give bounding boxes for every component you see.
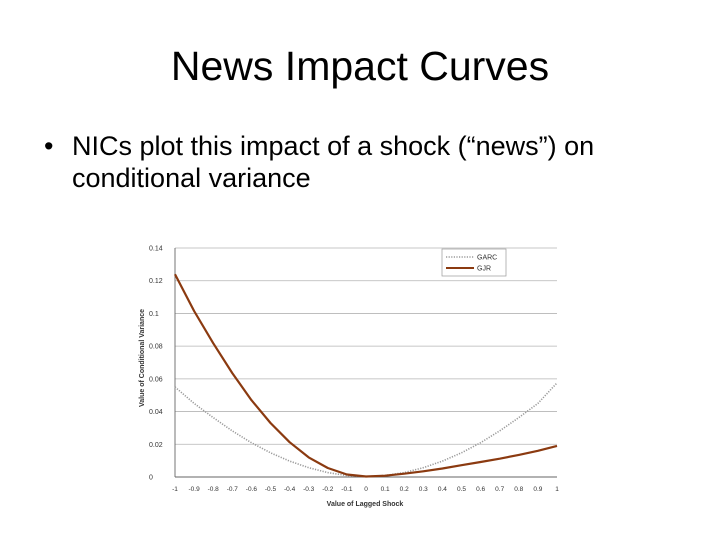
x-tick-labels: -1 -0.9 -0.8 -0.7 -0.6 -0.5 -0.4 -0.3 -0.2 -0.1 0 0… — [172, 486, 559, 493]
y-tick-labels: 0 0.02 0.04 0.06 0.08 0.1 0.12 0.14 — [149, 246, 163, 482]
x-tick-label: -0.5 — [265, 486, 277, 493]
x-tick-label: -0.4 — [284, 486, 296, 493]
x-tick-label: 0.5 — [457, 486, 466, 493]
series-lines — [174, 273, 558, 478]
x-tick-label: 0.8 — [514, 486, 523, 493]
bullet-point: • NICs plot this impact of a shock (“new… — [44, 130, 684, 194]
x-tick-label: 0 — [364, 486, 368, 493]
x-tick-label: -0.9 — [188, 486, 200, 493]
x-tick-label: 0.3 — [419, 486, 428, 493]
news-impact-chart: 00.020.040.060.080.10.120.14 -1 -0.9 -0.8-… — [139, 246, 559, 509]
y-tick-label: 0.06 — [149, 376, 163, 383]
bullet-symbol: • — [44, 131, 54, 161]
x-axis-title: Value of Lagged Shock — [327, 501, 404, 508]
x-tick-label: 0.2 — [400, 486, 409, 493]
y-tick-label: 0.1 — [149, 311, 159, 318]
legend-label: GARC — [477, 255, 497, 262]
legend-label: GJR — [477, 266, 491, 273]
legend-box — [441, 248, 507, 277]
y-tick-label: 0 — [149, 475, 153, 482]
series-line-gjr — [174, 273, 558, 478]
axes — [174, 248, 557, 478]
x-tick-label: 0.6 — [476, 486, 485, 493]
x-tick-label: -1 — [172, 486, 178, 493]
series-line-garc — [174, 382, 558, 478]
y-tick-label: 0.12 — [149, 278, 163, 285]
x-tick-label: 0.7 — [495, 486, 504, 493]
y-axis-title: Value of Conditional Variance — [139, 309, 146, 407]
y-tick-label: 0.14 — [149, 246, 163, 253]
y-tick-label: 0.04 — [149, 409, 163, 416]
y-tick-label: 0.08 — [149, 344, 163, 351]
x-tick-label: 1 — [555, 486, 559, 493]
legend: GARC GJR — [441, 248, 507, 277]
x-tick-label: -0.1 — [341, 486, 353, 493]
x-tick-label: -0.2 — [322, 486, 334, 493]
x-tick-label: -0.3 — [303, 486, 315, 493]
x-tick-label: -0.7 — [227, 486, 239, 493]
y-tick-label: 0.02 — [149, 442, 163, 449]
x-tick-label: 0.1 — [381, 486, 390, 493]
bullet-text: NICs plot this impact of a shock (“news”… — [72, 131, 595, 193]
x-tick-label: -0.6 — [246, 486, 258, 493]
grid-lines — [175, 247, 557, 445]
x-tick-label: 0.9 — [533, 486, 542, 493]
x-tick-label: 0.4 — [438, 486, 447, 493]
x-tick-label: -0.8 — [208, 486, 220, 493]
slide-title: News Impact Curves — [170, 43, 550, 89]
